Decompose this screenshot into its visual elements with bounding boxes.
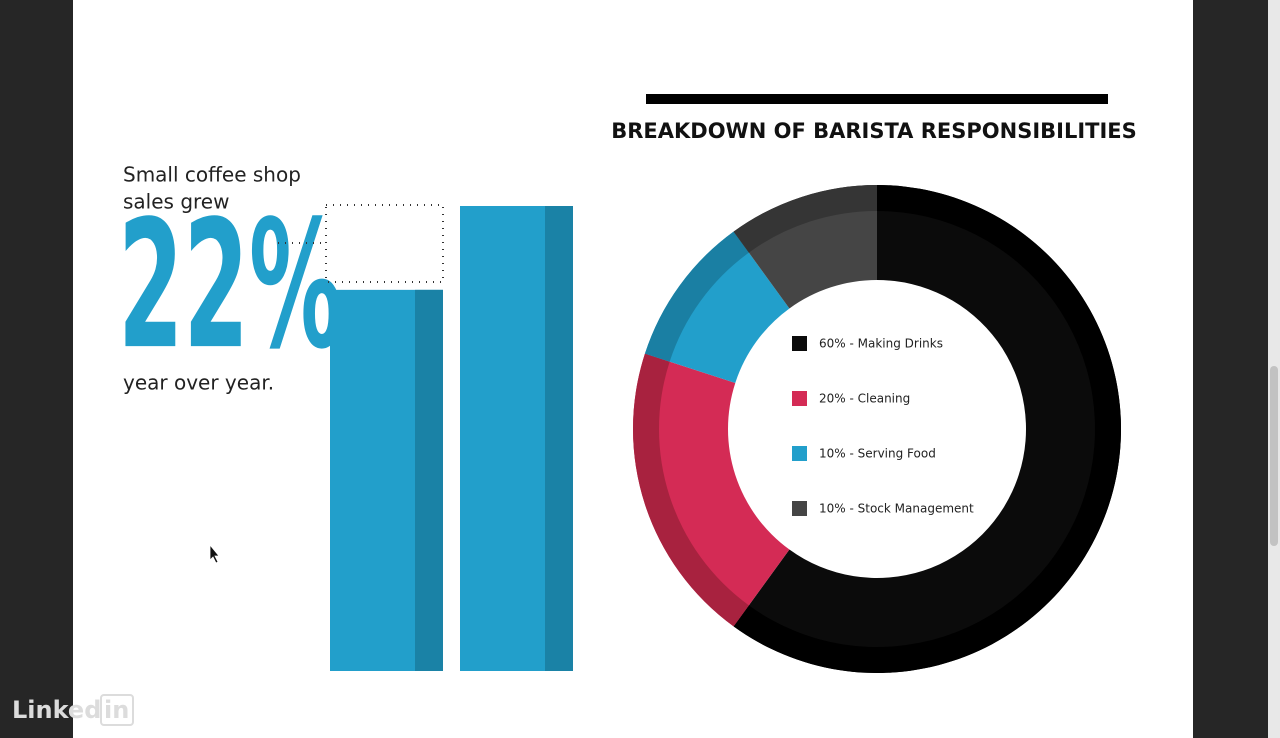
legend-label: 10% - Stock Management: [819, 502, 974, 516]
donut-rim: [644, 231, 749, 362]
donut-rim: [633, 353, 749, 627]
donut-rim: [733, 185, 877, 253]
donut-slice: [644, 231, 790, 383]
legend-swatch: [792, 391, 807, 406]
legend-label: 20% - Cleaning: [819, 392, 910, 406]
bar-shade: [415, 289, 443, 671]
scroll-thumb[interactable]: [1270, 366, 1278, 546]
legend-label: 60% - Making Drinks: [819, 337, 943, 351]
headline-footer: year over year.: [123, 371, 274, 395]
legend-swatch: [792, 501, 807, 516]
legend-swatch: [792, 336, 807, 351]
headline-line: sales grew: [123, 190, 229, 214]
headline-stat: 22%: [118, 184, 343, 389]
bar-shade: [545, 206, 573, 671]
headline-line: Small coffee shop: [123, 163, 301, 187]
cursor: [209, 543, 220, 564]
donut-rim: [733, 184, 1121, 674]
legend-label: 10% - Serving Food: [819, 447, 936, 461]
chart-title: BREAKDOWN OF BARISTA RESPONSIBILITIES: [611, 119, 1137, 143]
watermark: in: [104, 696, 129, 724]
legend-swatch: [792, 446, 807, 461]
donut-slice: [733, 184, 1121, 674]
watermark-box: [100, 694, 134, 726]
watermark: Linked: [12, 696, 101, 724]
growth-box: [325, 204, 444, 283]
title-rule: [646, 94, 1108, 104]
